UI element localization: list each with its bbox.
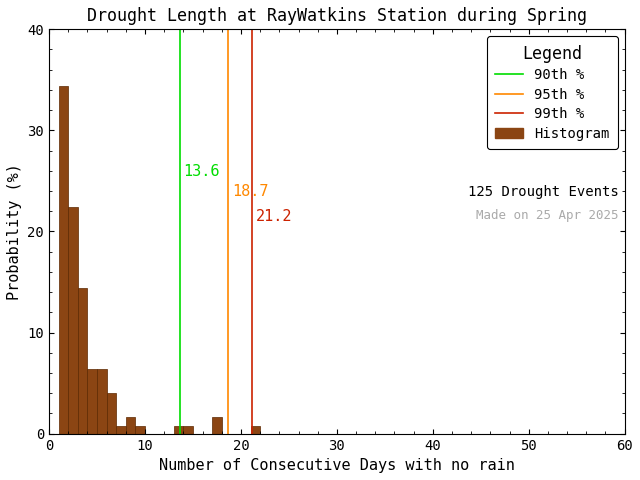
Text: 13.6: 13.6 <box>184 164 220 179</box>
Bar <box>78 288 88 433</box>
Bar <box>97 369 107 433</box>
Y-axis label: Probability (%): Probability (%) <box>7 163 22 300</box>
Bar <box>126 418 136 433</box>
Legend: 90th %, 95th %, 99th %, Histogram: 90th %, 95th %, 99th %, Histogram <box>487 36 618 149</box>
Bar <box>116 426 126 433</box>
Bar <box>212 418 222 433</box>
Title: Drought Length at RayWatkins Station during Spring: Drought Length at RayWatkins Station dur… <box>87 7 587 25</box>
Bar <box>88 369 97 433</box>
Text: Made on 25 Apr 2025: Made on 25 Apr 2025 <box>476 209 619 222</box>
X-axis label: Number of Consecutive Days with no rain: Number of Consecutive Days with no rain <box>159 458 515 473</box>
Bar <box>184 426 193 433</box>
Bar <box>174 426 184 433</box>
Text: 18.7: 18.7 <box>232 184 269 199</box>
Text: 125 Drought Events: 125 Drought Events <box>468 185 619 199</box>
Bar <box>136 426 145 433</box>
Bar <box>68 207 78 433</box>
Bar <box>251 426 260 433</box>
Bar <box>107 393 116 433</box>
Text: 21.2: 21.2 <box>256 209 293 224</box>
Bar <box>59 86 68 433</box>
